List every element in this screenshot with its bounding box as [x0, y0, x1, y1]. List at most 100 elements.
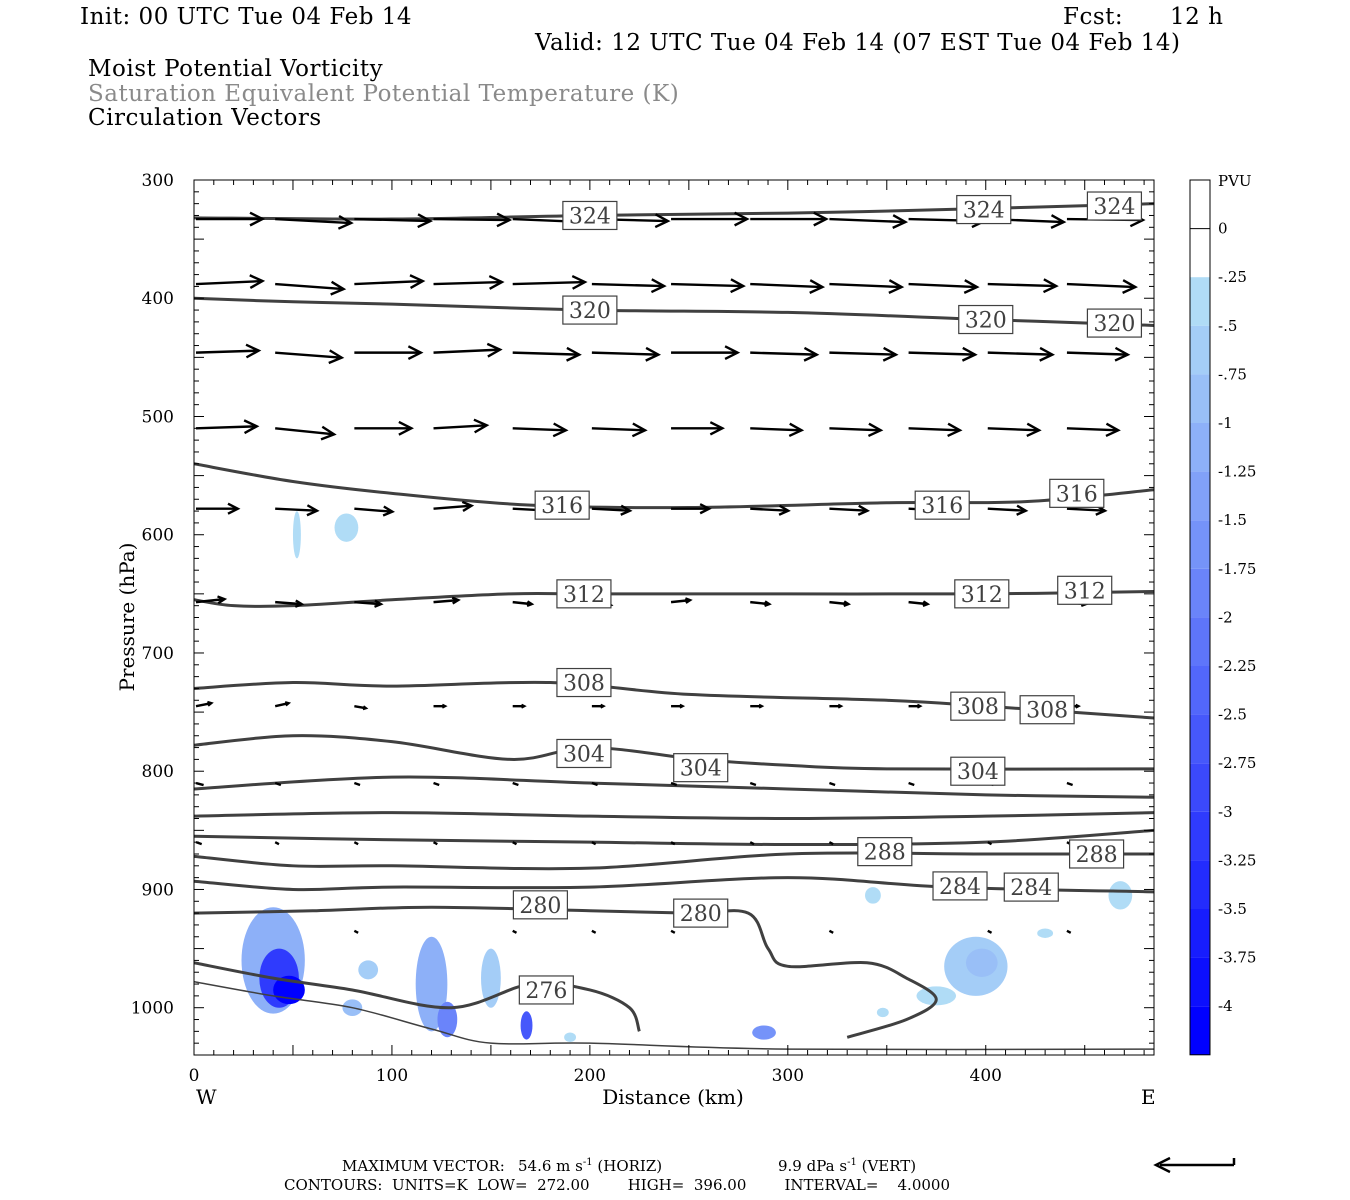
- vector-8-10: [987, 841, 993, 846]
- vector-6-7: [750, 703, 765, 709]
- vector-8-2: [353, 841, 359, 846]
- pv-region-16: [1037, 928, 1054, 938]
- colorbar-label-6: -1.5: [1218, 511, 1247, 529]
- vector-2-3: [433, 342, 503, 358]
- contour-304: [194, 734, 1154, 771]
- vector-8-6: [670, 841, 676, 846]
- vector-9-2: [591, 929, 597, 934]
- vector-5-0: [195, 595, 228, 605]
- west-label: W: [196, 1085, 217, 1109]
- colorbar-bin-14: [1190, 860, 1210, 909]
- contour-308: [194, 680, 1154, 720]
- legend-mpv: Moist Potential Vorticity: [88, 56, 384, 82]
- contour-316: [194, 462, 1154, 510]
- contour-label-box-280-0: [512, 890, 568, 920]
- vector-3-1: [275, 425, 337, 441]
- contour-label-320-2: 320: [1093, 312, 1135, 337]
- vector-4-5: [591, 504, 633, 516]
- legend-vectors: Circulation Vectors: [88, 105, 322, 131]
- x-axis-title: Distance (km): [602, 1085, 744, 1109]
- y-axis-title: Pressure (hPa): [115, 543, 139, 692]
- vector-6-9: [908, 703, 923, 709]
- colorbar-label-0: 0: [1218, 220, 1228, 238]
- vector-1-2: [354, 274, 426, 289]
- vector-5-4: [512, 600, 535, 608]
- pv-region-17: [752, 1025, 776, 1040]
- vector-3-2: [354, 420, 414, 436]
- vector-0-2: [354, 213, 433, 229]
- contour-label-box-284-1: [1003, 872, 1059, 902]
- contour-label-box-304-2: [950, 756, 1006, 786]
- reference-vector: [1153, 1156, 1236, 1174]
- vector-2-1: [275, 349, 345, 365]
- colorbar-bin-16: [1190, 957, 1210, 1007]
- vector-7-3: [433, 781, 440, 787]
- vector-3-6: [671, 421, 725, 436]
- vector-3-7: [750, 422, 805, 438]
- contour-label-box-312-1: [954, 579, 1010, 609]
- max-vector-vert: 9.9 dPa s-1 (VERT): [778, 1157, 916, 1175]
- vector-8-8: [828, 841, 834, 846]
- colorbar-label-10: -2.5: [1218, 706, 1247, 724]
- init-time: Init: 00 UTC Tue 04 Feb 14: [80, 4, 413, 30]
- colorbar-bin-17: [1190, 1006, 1210, 1055]
- vector-4-2: [354, 505, 395, 517]
- contour-label-312-2: 312: [1064, 579, 1106, 604]
- contour-label-box-312-2: [1057, 575, 1113, 605]
- vert-exponent: -1: [847, 1157, 857, 1168]
- vector-2-4: [512, 346, 582, 362]
- pv-region-12: [965, 948, 998, 977]
- contour-label-284-0: 284: [939, 875, 981, 900]
- contour-296: [194, 811, 1154, 821]
- vector-7-7: [749, 781, 757, 787]
- contour-label-box-304-0: [556, 738, 612, 769]
- pv-region-10: [334, 513, 359, 542]
- vector-5-8: [829, 600, 852, 608]
- colorbar-bin-4: [1190, 374, 1210, 423]
- contour-label-316-2: 316: [1056, 482, 1098, 507]
- colorbar-label-1: -.25: [1218, 268, 1247, 286]
- contour-276: [194, 961, 641, 1032]
- vector-6-3: [433, 703, 448, 709]
- contour-label-box-284-0: [932, 871, 988, 901]
- vector-2-5: [591, 346, 662, 362]
- vector-4-8: [829, 504, 871, 516]
- vector-0-3: [433, 212, 513, 228]
- contour-label-box-308-1: [950, 691, 1006, 721]
- vector-5-1: [275, 599, 305, 608]
- vector-2-8: [829, 346, 899, 362]
- contour-labels: 324 324 324 320 320 320 316 316 316 312 312 312 308 3…: [512, 191, 1143, 1005]
- vector-5-6: [670, 597, 693, 604]
- contour-label-320-0: 320: [569, 299, 611, 324]
- contour-label-284-1: 284: [1010, 876, 1052, 901]
- y-tick-label-300: 300: [142, 171, 174, 191]
- contour-280: [194, 905, 938, 1039]
- vector-1-7: [750, 279, 826, 294]
- colorbar-bin-8: [1190, 568, 1210, 618]
- vector-6-1: [274, 701, 292, 708]
- vector-7-8: [829, 781, 836, 787]
- contour-label-box-324-0: [562, 200, 618, 231]
- vector-6-4: [512, 703, 527, 709]
- vector-0-6: [671, 211, 750, 227]
- vector-4-6: [671, 503, 712, 515]
- colorbar-title: PVU: [1218, 172, 1252, 190]
- vector-3-4: [512, 422, 569, 438]
- contour-label-312-1: 312: [961, 583, 1003, 608]
- pv-region-6: [520, 1011, 533, 1040]
- vector-9-1: [512, 929, 518, 934]
- vector-6-8: [829, 703, 844, 709]
- contour-label-box-316-2: [1049, 478, 1105, 508]
- contour-label-box-324-2: [1086, 191, 1143, 221]
- vector-1-11: [1066, 279, 1138, 294]
- contour-label-box-308-2: [1019, 695, 1075, 725]
- contour-label-304-0: 304: [563, 742, 605, 767]
- colorbar-bin-15: [1190, 909, 1210, 958]
- vector-7-9: [908, 781, 915, 787]
- vector-7-2: [353, 781, 361, 787]
- colorbar-label-9: -2.25: [1218, 657, 1256, 675]
- contour-label-308-1: 308: [957, 695, 999, 720]
- contour-label-316-1: 316: [921, 494, 963, 519]
- max-vector-vert-value: 9.9 dPa s: [778, 1157, 848, 1175]
